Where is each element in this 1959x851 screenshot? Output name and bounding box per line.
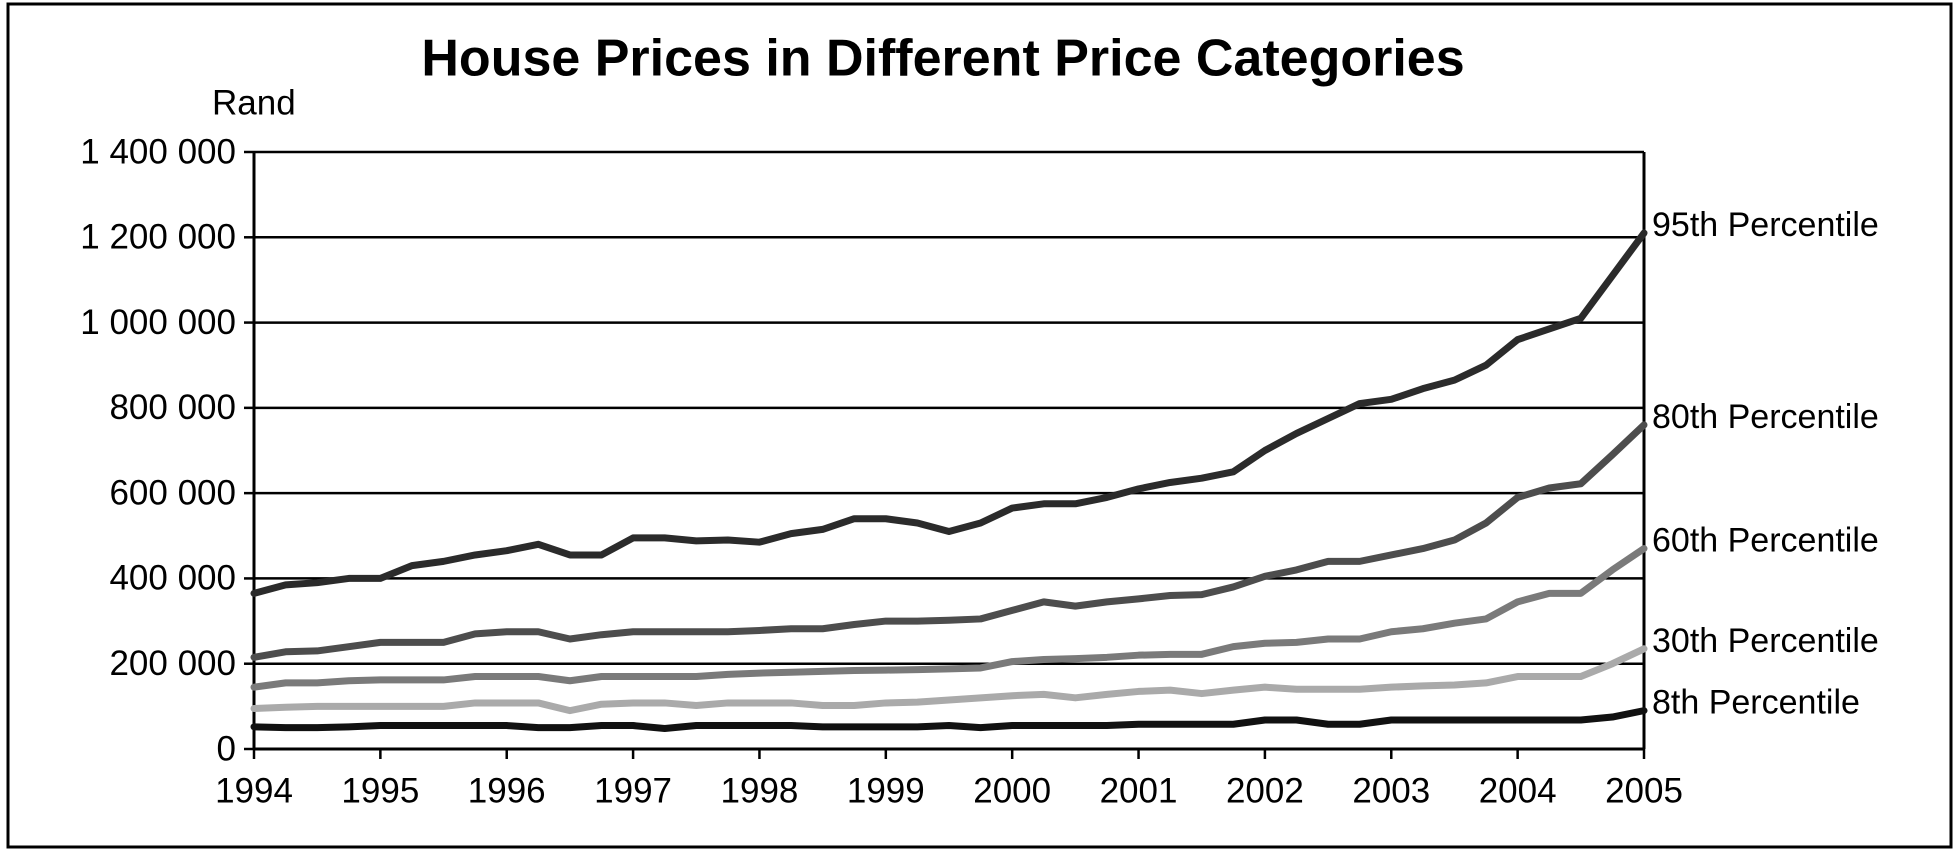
series-label: 30th Percentile	[1652, 622, 1879, 660]
x-tick-label: 1999	[847, 771, 925, 810]
x-tick-label: 2005	[1605, 771, 1683, 810]
y-tick-label: 800 000	[109, 388, 236, 427]
chart-title: House Prices in Different Price Categori…	[421, 30, 1464, 88]
x-tick-label: 1998	[721, 771, 799, 810]
x-tick-label: 2002	[1226, 771, 1304, 810]
y-tick-label: 1 400 000	[80, 132, 236, 171]
x-tick-label: 1994	[215, 771, 293, 810]
x-tick-label: 2001	[1100, 771, 1178, 810]
series-label: 95th Percentile	[1652, 206, 1879, 244]
series-label: 60th Percentile	[1652, 522, 1879, 560]
series-line	[250, 229, 1648, 597]
series-line	[250, 707, 1648, 733]
y-axis-label: Rand	[212, 83, 296, 122]
x-tick-label: 2000	[973, 771, 1051, 810]
y-tick-label: 400 000	[109, 559, 236, 598]
y-tick-label: 200 000	[109, 644, 236, 683]
x-tick-label: 2003	[1352, 771, 1430, 810]
y-tick-label: 1 000 000	[80, 303, 236, 342]
series-line	[250, 545, 1648, 691]
x-tick-label: 1996	[468, 771, 546, 810]
frame	[6, 2, 1953, 849]
x-tick-label: 2004	[1479, 771, 1557, 810]
series-label: 80th Percentile	[1652, 398, 1879, 436]
y-tick-label: 1 200 000	[80, 218, 236, 257]
x-tick-label: 1997	[594, 771, 672, 810]
x-tick-label: 1995	[341, 771, 419, 810]
y-tick-label: 600 000	[109, 473, 236, 512]
y-tick-label: 0	[217, 729, 236, 768]
series-line	[250, 421, 1648, 661]
series-line	[250, 645, 1648, 715]
series-label: 8th Percentile	[1652, 684, 1860, 722]
